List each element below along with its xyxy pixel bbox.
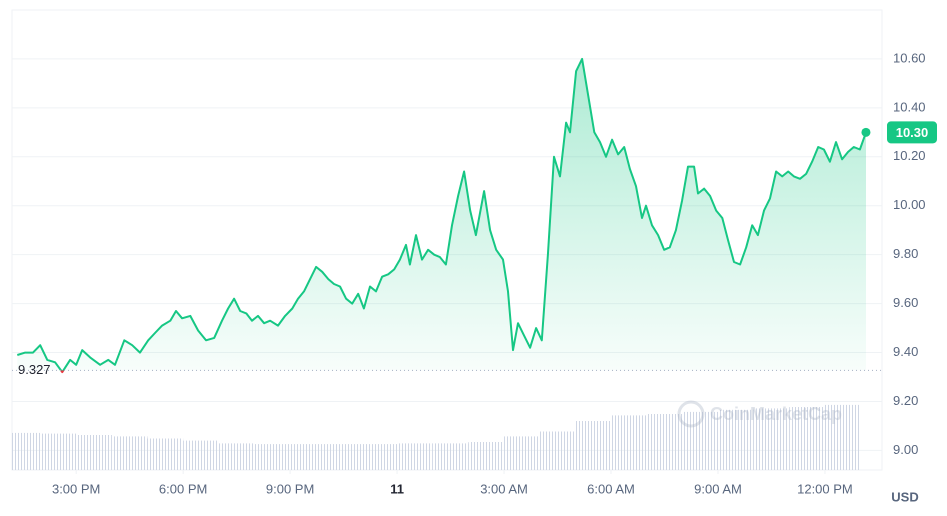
x-tick-label: 9:00 AM	[694, 481, 742, 496]
y-tick-label: 10.40	[893, 99, 926, 114]
y-tick-label: 10.00	[893, 197, 926, 212]
x-tick-label: 9:00 PM	[266, 481, 314, 496]
volume-bar	[147, 438, 184, 470]
volume-bar	[12, 432, 41, 470]
area	[17, 58, 867, 373]
y-tick-label: 9.40	[893, 344, 918, 359]
price	[17, 57, 871, 374]
volume-bar	[218, 443, 255, 470]
volume-bar	[468, 442, 505, 470]
volume-bar	[682, 411, 718, 470]
volume-bar	[290, 444, 326, 470]
x-tick-label: 6:00 AM	[587, 481, 635, 496]
watermark: CoinMarketCap	[677, 400, 842, 428]
volume-bar	[646, 414, 683, 470]
y-tick-label: 10.20	[893, 148, 926, 163]
x-tick-label: 12:00 PM	[797, 481, 853, 496]
volume	[12, 404, 861, 470]
volume-bar	[76, 435, 112, 470]
currency-label: USD	[891, 489, 918, 504]
y-tick-label: 9.00	[893, 442, 918, 457]
volume-bar	[504, 436, 540, 470]
watermark-logo	[677, 400, 705, 428]
volume-bar	[789, 407, 825, 470]
x-tick-label: 6:00 PM	[159, 481, 207, 496]
baseline-label: 9.327	[18, 362, 51, 377]
volume-bar	[753, 408, 790, 470]
y-tick-label: 9.20	[893, 393, 918, 408]
volume-bar	[824, 404, 861, 470]
last-price-label: 10.30	[896, 125, 929, 140]
y-tick-label: 9.80	[893, 246, 918, 261]
volume-bar	[325, 444, 362, 470]
volume-bar	[397, 443, 433, 470]
volume-bar	[717, 409, 754, 470]
volume-bar	[611, 415, 647, 470]
x-tick-label: 3:00 AM	[480, 481, 528, 496]
volume-bar	[254, 444, 291, 470]
volume-bar	[111, 436, 148, 470]
volume-bar	[361, 444, 398, 470]
volume-bar	[539, 431, 576, 470]
x-tick-label: 3:00 PM	[52, 481, 100, 496]
volume-bar	[432, 443, 469, 470]
last-point	[861, 127, 871, 137]
last-price-badge	[887, 121, 937, 144]
volume-bar	[575, 421, 612, 470]
y-tick-label: 9.60	[893, 295, 918, 310]
x-tick-label: 11	[390, 481, 404, 496]
watermark-text: CoinMarketCap	[710, 404, 842, 424]
price-line	[17, 57, 867, 374]
y-tick-label: 10.60	[893, 50, 926, 65]
volume-bar	[40, 433, 77, 470]
volume-bar	[183, 440, 219, 470]
